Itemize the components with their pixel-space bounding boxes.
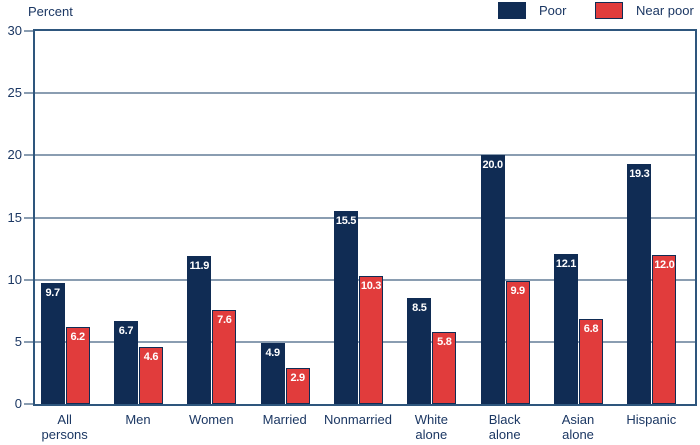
bar-poor-women: 11.9 (187, 256, 212, 404)
bar-poor-all-persons: 9.7 (40, 283, 65, 404)
bar-value-label: 2.9 (290, 371, 305, 384)
bar-near-poor-nonmarried: 10.3 (359, 275, 383, 404)
bar-value-label: 9.7 (45, 287, 60, 300)
bar-near-poor-married: 2.9 (285, 367, 310, 404)
bar-poor-white-alone: 8.5 (407, 298, 432, 404)
y-tick-label-10: 10 (7, 271, 22, 287)
poor-swatch-icon (498, 2, 526, 19)
y-tick-label-30: 30 (7, 23, 22, 38)
bar-value-label: 7.6 (217, 313, 232, 326)
y-tick-label-20: 20 (7, 147, 22, 163)
y-axis-title: Percent (28, 4, 73, 19)
bar-near-poor-white-alone: 5.8 (432, 331, 457, 404)
bar-value-label: 12.0 (654, 258, 675, 271)
legend-item-poor: Poor (498, 2, 566, 19)
bar-value-label: 6.2 (70, 330, 85, 343)
legend-item-near-poor: Near poor (595, 2, 694, 19)
bar-value-label: 12.1 (555, 257, 577, 270)
gridline-25 (35, 92, 695, 95)
y-tick-label-25: 25 (7, 85, 22, 101)
legend-label-near-poor: Near poor (636, 3, 694, 18)
bar-value-label: 15.5 (335, 215, 357, 228)
gridline-15 (35, 216, 695, 219)
y-tick-5 (24, 340, 33, 343)
bar-value-label: 19.3 (629, 168, 650, 181)
bar-poor-asian-alone: 12.1 (554, 253, 578, 404)
bar-value-label: 10.3 (360, 279, 382, 292)
legend-label-poor: Poor (539, 3, 567, 18)
x-axis-label-black-alone: Black alone (488, 412, 521, 442)
bar-poor-nonmarried: 15.5 (334, 211, 358, 404)
x-axis-label-married: Married (262, 412, 307, 427)
y-tick-label-0: 0 (14, 396, 22, 411)
bar-near-poor-asian-alone: 6.8 (579, 319, 603, 404)
bar-value-label: 20.0 (482, 159, 504, 172)
gridline-20 (35, 154, 695, 157)
y-tick-25 (24, 92, 33, 95)
y-tick-30 (24, 30, 33, 32)
y-tick-15 (24, 216, 33, 219)
bar-poor-black-alone: 20.0 (480, 155, 505, 404)
near-poor-swatch-icon (595, 2, 623, 19)
bar-value-label: 8.5 (412, 302, 427, 315)
x-axis-label-men: Men (125, 412, 151, 427)
x-axis-label-nonmarried: Nonmarried (324, 412, 392, 427)
bar-near-poor-all-persons: 6.2 (65, 326, 90, 404)
bar-value-label: 6.8 (583, 323, 599, 336)
y-tick-10 (24, 278, 33, 281)
bar-value-label: 4.6 (143, 350, 159, 363)
bar-poor-men: 6.7 (114, 320, 138, 404)
bar-value-label: 9.9 (510, 284, 525, 297)
y-tick-20 (24, 154, 33, 157)
y-tick-label-15: 15 (7, 209, 22, 225)
bar-value-label: 4.9 (265, 347, 280, 360)
x-axis-label-asian-alone: Asian alone (561, 412, 595, 442)
x-axis-label-white-alone: White alone (414, 412, 448, 442)
plot-area: 9.7 6.2 6.7 4.6 11.9 7.6 4.9 2.9 15.5 10.3 8.5 5.8 2… (33, 29, 697, 406)
bar-poor-hispanic: 19.3 (627, 164, 652, 404)
bar-value-label: 5.8 (437, 335, 452, 348)
bar-value-label: 6.7 (118, 324, 134, 337)
bar-near-poor-women: 7.6 (212, 309, 237, 404)
bar-value-label: 11.9 (189, 260, 210, 273)
x-axis-label-women: Women (189, 412, 234, 427)
bar-poor-married: 4.9 (260, 343, 285, 404)
bar-near-poor-hispanic: 12.0 (652, 254, 677, 404)
x-axis-label-hispanic: Hispanic (626, 412, 677, 427)
x-axis-label-all-persons: All persons (41, 412, 88, 442)
bar-near-poor-black-alone: 9.9 (505, 280, 530, 404)
y-tick-label-5: 5 (14, 333, 22, 349)
y-tick-0 (24, 403, 33, 405)
bar-near-poor-men: 4.6 (139, 346, 163, 404)
